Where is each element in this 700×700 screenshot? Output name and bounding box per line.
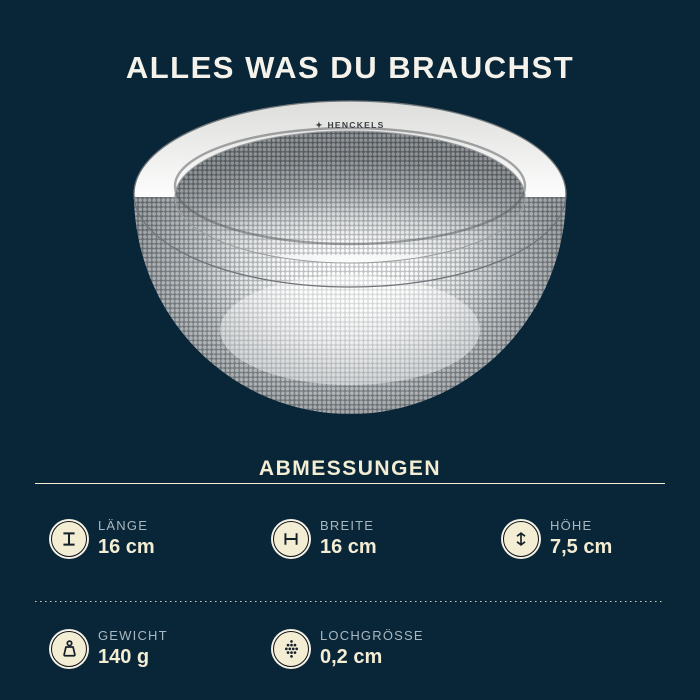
svg-text:✦ HENCKELS: ✦ HENCKELS	[315, 120, 384, 130]
